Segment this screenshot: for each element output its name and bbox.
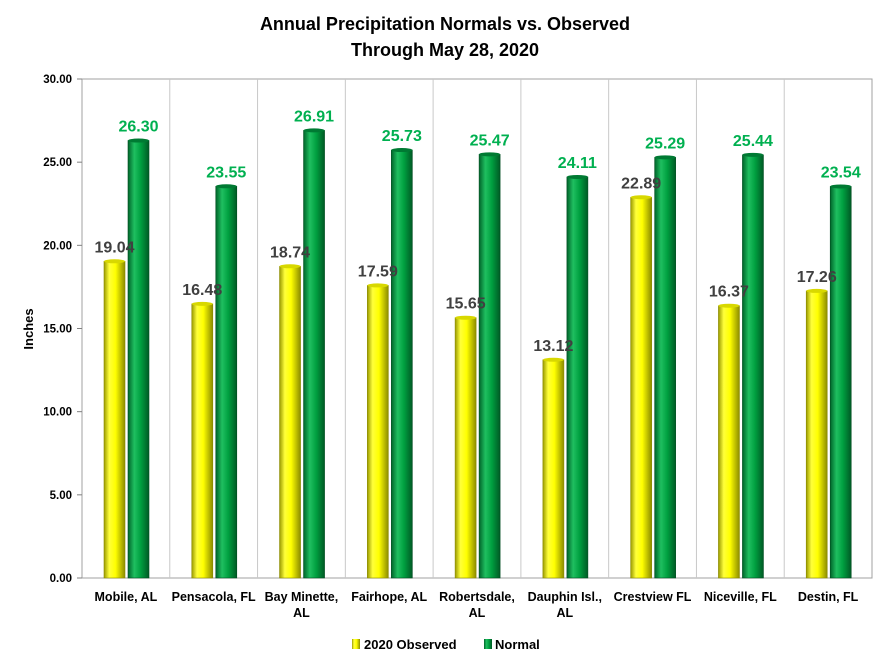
data-label-observed: 17.59 — [358, 263, 398, 280]
observed-bar-cap — [542, 357, 564, 362]
legend-swatch-observed — [352, 639, 360, 649]
y-axis-label: Inches — [21, 308, 36, 349]
normal-bar-cap — [391, 148, 413, 153]
observed-bar-cap — [630, 195, 652, 200]
data-label-normal: 23.54 — [821, 164, 861, 181]
observed-bar — [542, 359, 565, 579]
normal-bar — [215, 185, 238, 579]
y-tick-label: 20.00 — [43, 240, 72, 252]
x-category-label-line: Pensacola, FL — [172, 590, 256, 604]
x-axis-categories: Mobile, AL Pensacola, FL Bay Minette, AL Fai… — [95, 590, 859, 620]
legend-swatch-normal — [484, 639, 492, 649]
x-category-label: Pensacola, FL — [172, 590, 256, 604]
y-tick-label: 5.00 — [50, 490, 72, 502]
x-category-label-line: Niceville, FL — [704, 590, 777, 604]
observed-bar-cap — [806, 288, 828, 293]
legend-label-observed: 2020 Observed — [364, 637, 457, 652]
legend: 2020 Observed Normal — [352, 637, 540, 652]
data-label-normal: 26.30 — [118, 119, 158, 136]
y-axis-ticks: 0.00 5.00 10.00 15.00 20.00 25.00 30.00 — [43, 74, 82, 585]
observed-bar — [279, 265, 301, 579]
normal-bar-cap — [742, 152, 764, 157]
normal-bar — [566, 176, 589, 579]
x-category-label-line: AL — [469, 606, 486, 620]
data-label-observed: 18.74 — [270, 244, 310, 261]
observed-bar — [367, 285, 389, 579]
data-label-observed: 15.65 — [446, 296, 486, 313]
x-category-label-line: Dauphin Isl., — [528, 590, 602, 604]
data-label-normal: 26.91 — [294, 108, 334, 125]
data-label-observed: 19.04 — [94, 239, 134, 256]
normal-bar — [127, 140, 150, 579]
observed-bar-cap — [279, 264, 301, 269]
y-tick-label: 30.00 — [43, 74, 72, 86]
x-category-label: Dauphin Isl., AL — [528, 590, 602, 620]
observed-bar-cap — [191, 301, 213, 306]
observed-bar — [805, 290, 828, 579]
normal-bar-cap — [654, 155, 676, 160]
data-label-observed: 22.89 — [621, 175, 661, 192]
normal-bar — [829, 186, 852, 579]
data-label-normal: 25.47 — [470, 132, 510, 149]
plot-border — [81, 78, 873, 579]
x-category-label-line: Fairhope, AL — [351, 590, 427, 604]
normal-bar — [303, 130, 325, 579]
x-category-label: Bay Minette, AL — [265, 590, 339, 620]
data-label-observed: 13.12 — [533, 338, 573, 355]
data-label-observed: 16.37 — [709, 284, 749, 301]
plot-area — [81, 78, 873, 579]
x-category-label-line: Bay Minette, — [265, 590, 339, 604]
legend-label-normal: Normal — [495, 637, 540, 652]
x-category-label-line: Destin, FL — [798, 590, 859, 604]
y-tick-label: 10.00 — [43, 407, 72, 419]
x-category-label-line: Crestview FL — [614, 590, 692, 604]
data-label-observed: 17.26 — [797, 269, 837, 286]
observed-bar — [191, 303, 214, 579]
chart-subtitle: Through May 28, 2020 — [351, 40, 539, 60]
normal-bar — [391, 149, 413, 579]
data-label-normal: 25.29 — [645, 135, 685, 152]
x-category-label: Destin, FL — [798, 590, 859, 604]
observed-bar-cap — [718, 303, 740, 308]
normal-bar — [742, 154, 764, 579]
normal-bar-cap — [128, 138, 149, 143]
x-category-label: Mobile, AL — [95, 590, 158, 604]
category-gridlines — [169, 79, 785, 578]
x-category-label-line: Robertsdale, — [439, 590, 515, 604]
observed-bar — [103, 261, 126, 579]
data-labels: 19.04 26.30 16.48 23.55 18.74 26.91 17.59 25.73… — [94, 108, 860, 354]
normal-bar-cap — [215, 184, 237, 189]
data-label-normal: 23.55 — [206, 164, 246, 181]
observed-bar — [454, 317, 477, 579]
observed-bar — [630, 196, 652, 579]
observed-bar-cap — [455, 315, 477, 320]
observed-bar-cap — [104, 259, 125, 264]
bars — [103, 128, 852, 579]
x-category-label: Fairhope, AL — [351, 590, 427, 604]
data-label-normal: 25.73 — [382, 128, 422, 145]
data-label-normal: 25.44 — [733, 133, 773, 150]
normal-bar-cap — [479, 152, 501, 157]
x-category-label: Crestview FL — [614, 590, 692, 604]
y-tick-label: 0.00 — [50, 573, 72, 585]
x-category-label-line: Mobile, AL — [95, 590, 158, 604]
x-category-label: Robertsdale, AL — [439, 590, 515, 620]
observed-bar — [718, 305, 740, 579]
data-label-observed: 16.48 — [182, 282, 222, 299]
observed-bar-cap — [367, 283, 389, 288]
normal-bar — [654, 157, 676, 579]
x-category-label: Niceville, FL — [704, 590, 777, 604]
data-label-normal: 24.11 — [558, 155, 597, 172]
normal-bar-cap — [566, 174, 588, 179]
normal-bar — [478, 154, 501, 579]
chart-title: Annual Precipitation Normals vs. Observe… — [260, 14, 630, 34]
y-tick-label: 15.00 — [43, 324, 72, 336]
y-tick-label: 25.00 — [43, 157, 72, 169]
x-category-label-line: AL — [556, 606, 573, 620]
x-category-label-line: AL — [293, 606, 310, 620]
normal-bar-cap — [303, 128, 325, 133]
normal-bar-cap — [830, 184, 852, 189]
